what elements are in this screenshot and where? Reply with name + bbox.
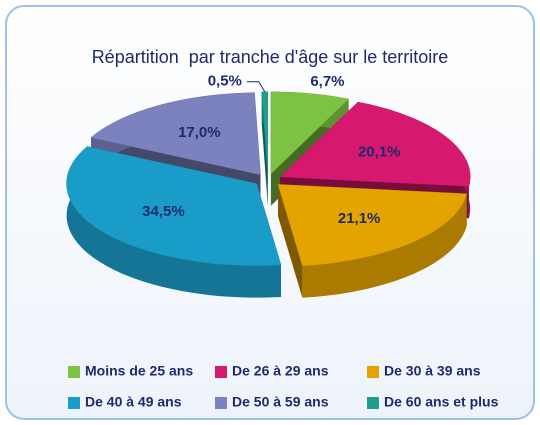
slice-top: [277, 184, 468, 266]
leader-line: [246, 81, 266, 92]
legend-swatch: [215, 366, 227, 378]
data-label: 20,1%: [358, 144, 401, 161]
slice-top: [66, 146, 282, 266]
data-label: 17,0%: [178, 124, 221, 141]
slice-side: [66, 146, 281, 298]
slice-side: [302, 193, 467, 298]
legend-label: De 60 ans et plus: [384, 394, 499, 410]
slice-cut-face: [278, 184, 303, 298]
chart-title: Répartition par tranche d'âge sur le ter…: [92, 47, 449, 67]
data-label: 6,7%: [310, 73, 344, 90]
legend-label: Moins de 25 ans: [85, 363, 193, 379]
slice-top: [90, 92, 261, 176]
legend-label: De 40 à 49 ans: [85, 394, 182, 410]
legend: Moins de 25 ans De 26 à 29 ans De 30 à 39 …: [68, 363, 499, 410]
legend-swatch: [367, 366, 379, 378]
slice-top: [270, 91, 350, 175]
legend-swatch: [367, 397, 379, 409]
slice: [261, 91, 269, 206]
legend-label: De 26 à 29 ans: [232, 363, 329, 379]
legend-swatch: [68, 397, 80, 409]
slice-top: [279, 101, 471, 187]
slice: [66, 146, 282, 298]
legend-swatch: [68, 366, 80, 378]
data-label: 21,1%: [338, 210, 381, 227]
pie: 6,7% 20,1% 21,1% 34,5% 17,0% 0,5%: [66, 73, 471, 298]
data-label: 0,5%: [208, 73, 242, 90]
frame: [5, 5, 535, 420]
slice: [277, 184, 468, 298]
legend-label: De 50 à 59 ans: [232, 394, 329, 410]
legend-swatch: [215, 397, 227, 409]
data-label: 34,5%: [142, 203, 185, 220]
legend-label: De 30 à 39 ans: [384, 363, 481, 379]
